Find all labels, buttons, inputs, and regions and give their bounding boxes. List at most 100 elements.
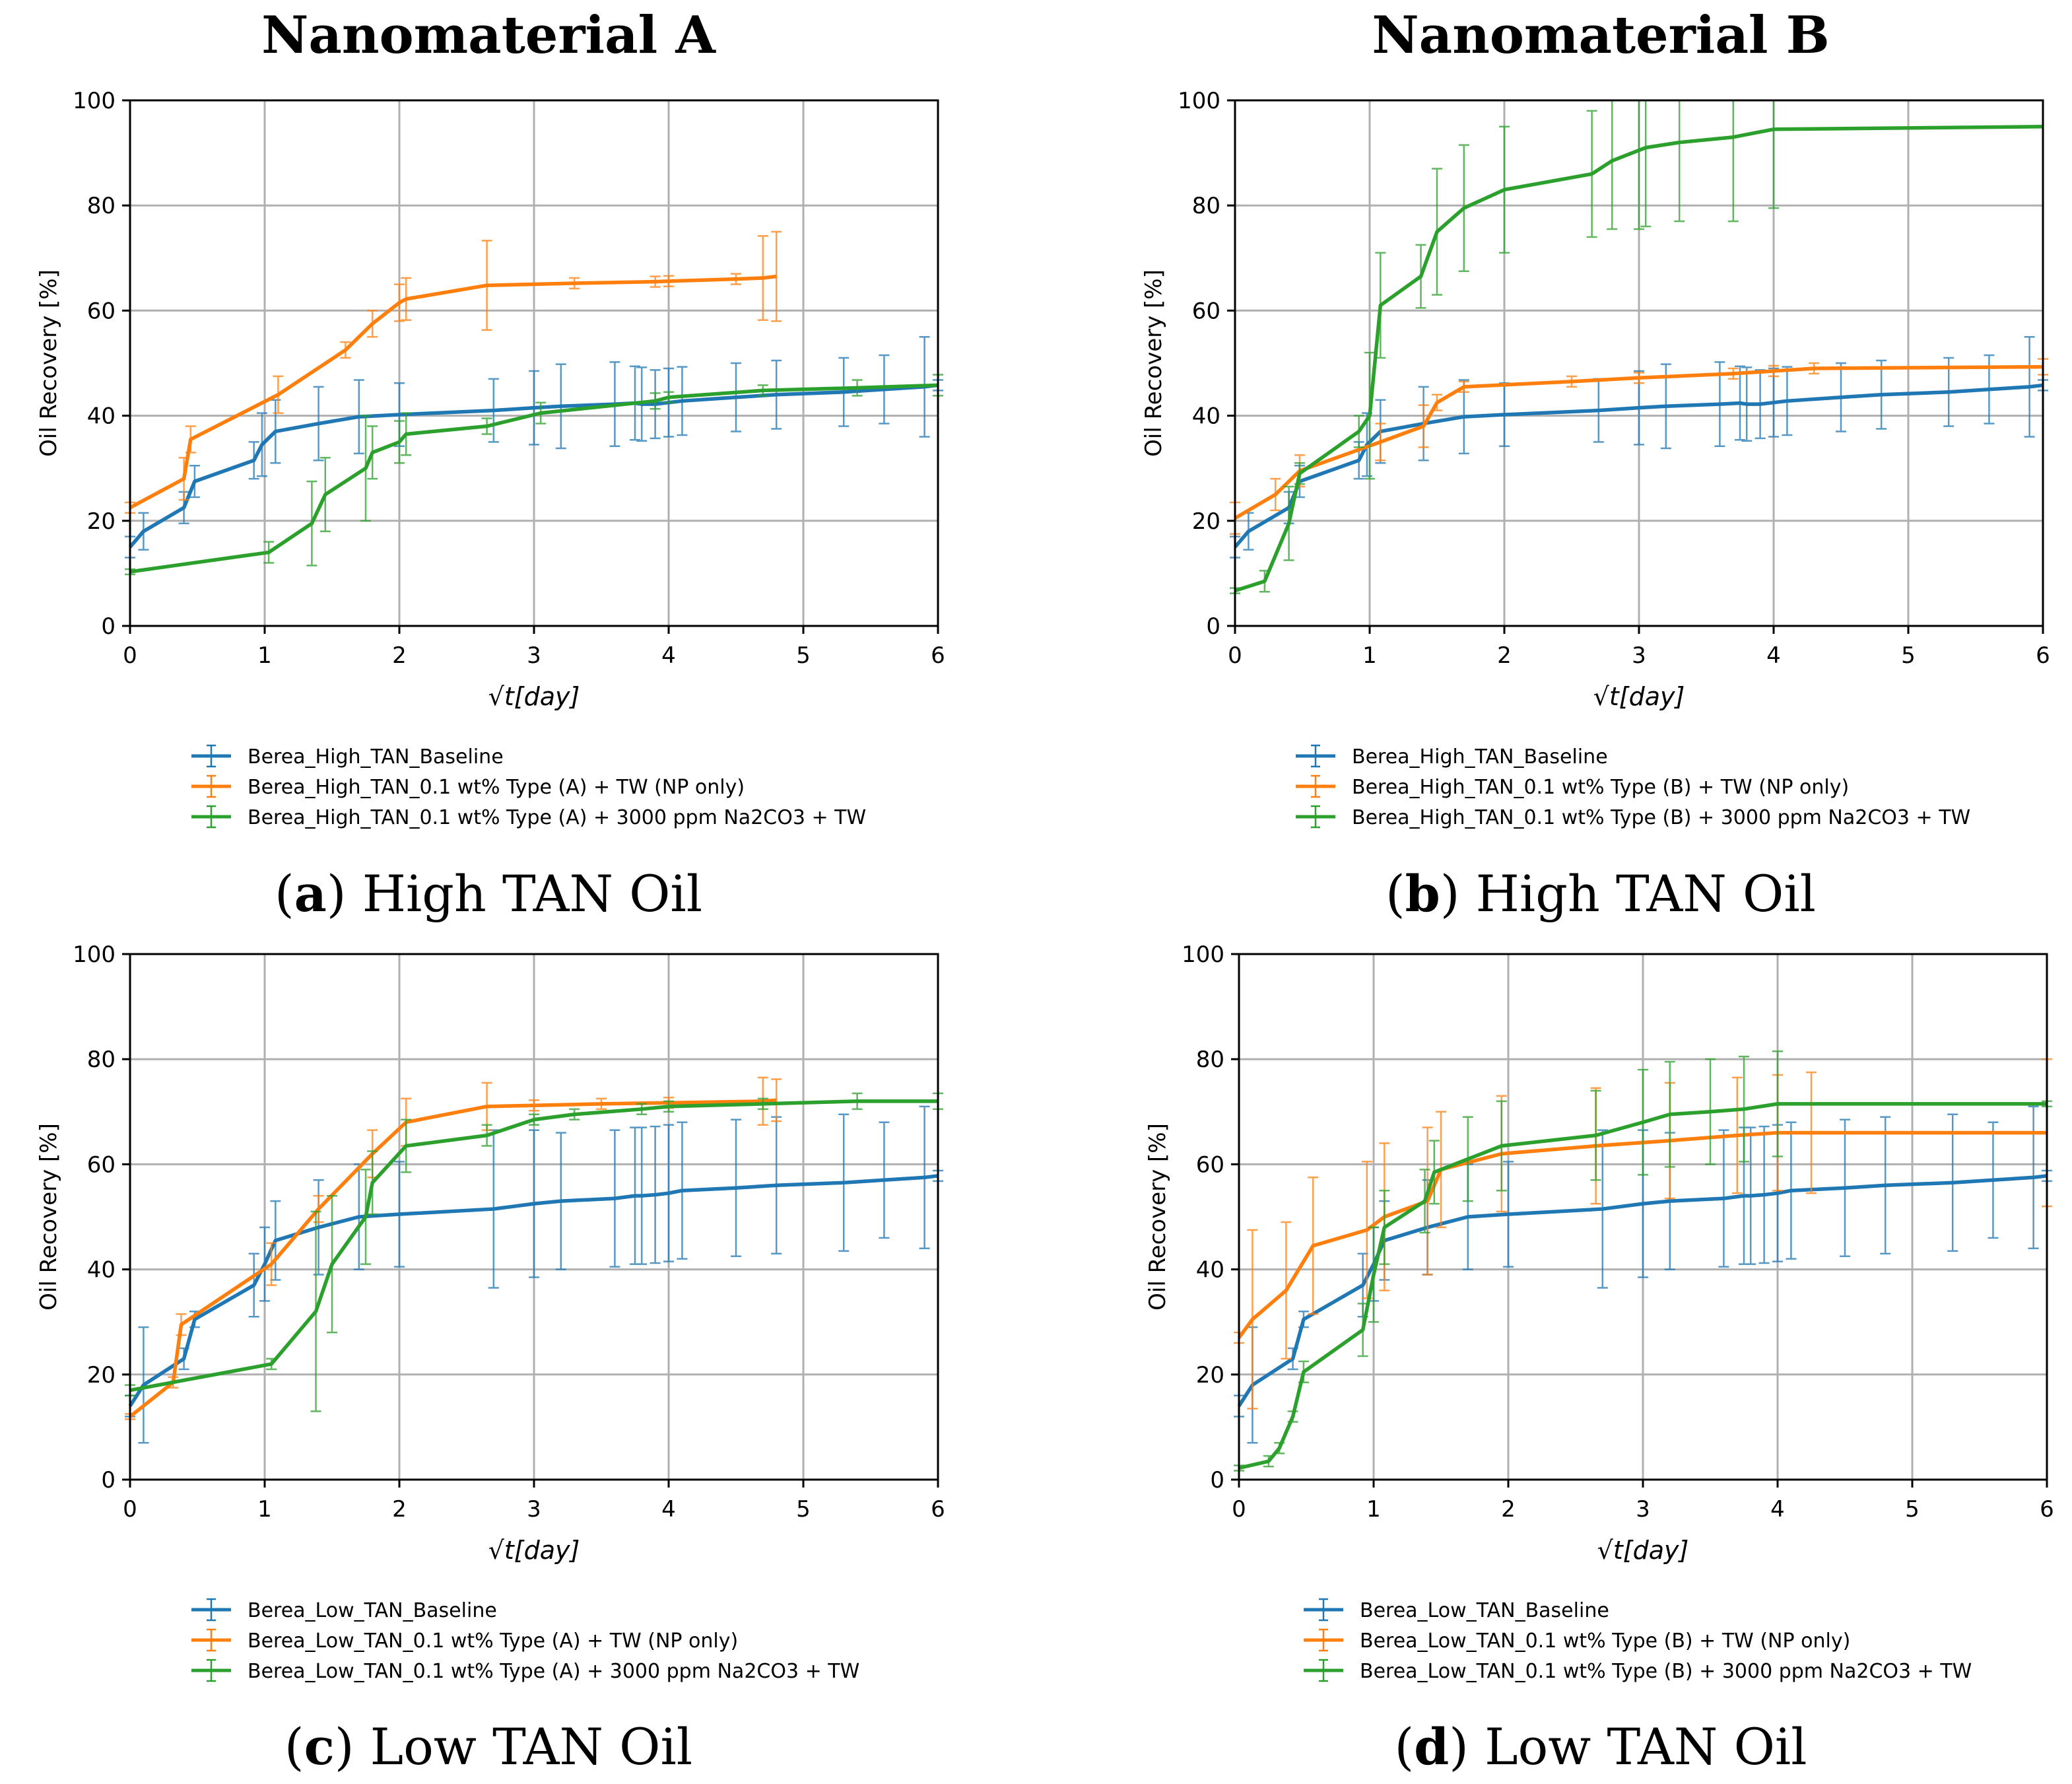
x-tick-label: 3 <box>527 642 541 669</box>
x-tick-label: 0 <box>123 642 137 669</box>
legend-entry-label: Berea_Low_TAN_Baseline <box>248 1599 497 1622</box>
series-line <box>129 383 939 574</box>
legend-entry-label: Berea_Low_TAN_0.1 wt% Type (B) + 3000 pp… <box>1360 1660 1972 1683</box>
caption-text: Low TAN Oil <box>1469 1717 1807 1776</box>
y-tick-label: 40 <box>87 403 116 430</box>
x-tick-label: 6 <box>931 642 945 669</box>
x-axis-label: √t[day] <box>488 1536 580 1565</box>
x-tick-label: 0 <box>1232 1496 1246 1523</box>
y-tick-label: 80 <box>87 193 116 219</box>
x-tick-label: 3 <box>1632 642 1646 669</box>
x-tick-label: 3 <box>1636 1496 1650 1523</box>
series-line <box>1238 1102 2047 1470</box>
caption-letter: a <box>294 864 327 923</box>
legend-entry-label: Berea_High_TAN_0.1 wt% Type (A) + 3000 p… <box>248 806 866 829</box>
caption-letter: d <box>1414 1717 1449 1776</box>
x-tick-label: 5 <box>796 1496 811 1523</box>
x-tick-label: 2 <box>1497 642 1512 669</box>
series-line <box>1234 125 2044 593</box>
y-tick-label: 80 <box>1196 1046 1224 1073</box>
caption-text: High TAN Oil <box>347 864 703 923</box>
legend-entry-label: Berea_Low_TAN_0.1 wt% Type (B) + TW (NP … <box>1360 1630 1850 1653</box>
legend-entry-label: Berea_Low_TAN_0.1 wt% Type (A) + 3000 pp… <box>248 1660 859 1683</box>
x-axis-label: √t[day] <box>1597 1536 1689 1565</box>
x-tick-label: 0 <box>1228 642 1242 669</box>
x-tick-label: 2 <box>1501 1496 1516 1523</box>
y-tick-label: 60 <box>87 1151 116 1178</box>
caption-paren: ( <box>275 864 294 923</box>
legend: Berea_High_TAN_Baseline Berea_High_TAN_0.… <box>1296 744 1970 829</box>
series-3 <box>1230 99 2044 594</box>
caption-letter: b <box>1405 864 1440 923</box>
x-tick-label: 1 <box>257 642 272 669</box>
caption-paren: ) <box>335 1717 354 1776</box>
caption-paren: ( <box>1394 1717 1414 1776</box>
x-tick-label: 5 <box>1901 642 1916 669</box>
y-tick-label: 80 <box>87 1046 116 1073</box>
x-tick-label: 2 <box>392 1496 407 1523</box>
error-bars <box>125 335 943 559</box>
x-axis-label: √t[day] <box>1593 682 1685 711</box>
y-tick-label: 40 <box>1196 1257 1224 1284</box>
legend: Berea_High_TAN_Baseline Berea_High_TAN_0.… <box>191 744 866 829</box>
caption-text: High TAN Oil <box>1459 864 1816 923</box>
y-tick-label: 0 <box>1210 1467 1224 1493</box>
y-tick-label: 40 <box>87 1257 116 1284</box>
y-tick-label: 60 <box>1196 1151 1224 1178</box>
caption-paren: ) <box>327 864 347 923</box>
y-tick-label: 100 <box>1182 942 1224 968</box>
y-axis-label: Oil Recovery [%] <box>36 269 62 457</box>
y-tick-label: 0 <box>1206 613 1220 640</box>
series-3 <box>125 374 943 576</box>
x-tick-label: 3 <box>527 1496 541 1523</box>
y-axis-label: Oil Recovery [%] <box>1145 1123 1171 1311</box>
legend-entry-label: Berea_High_TAN_Baseline <box>248 745 504 769</box>
y-tick-label: 20 <box>87 1362 116 1389</box>
column-title-b: Nanomaterial B <box>1372 5 1829 65</box>
caption-paren: ) <box>1449 1717 1469 1776</box>
series-line <box>129 1099 938 1392</box>
y-tick-label: 0 <box>101 1467 116 1493</box>
series-line <box>1237 1174 2048 1408</box>
series-1 <box>1234 1105 2052 1444</box>
x-tick-label: 1 <box>257 1496 272 1523</box>
panel-caption: (d) Low TAN Oil <box>1394 1717 1807 1776</box>
x-tick-label: 4 <box>661 642 676 669</box>
y-tick-label: 60 <box>1192 298 1220 324</box>
series-3 <box>1234 1050 2052 1472</box>
y-tick-label: 100 <box>73 942 116 968</box>
x-tick-label: 1 <box>1362 642 1377 669</box>
legend-entry-label: Berea_High_TAN_0.1 wt% Type (B) + 3000 p… <box>1352 806 1970 829</box>
legend-entry-label: Berea_Low_TAN_0.1 wt% Type (A) + TW (NP … <box>248 1630 738 1653</box>
legend: Berea_Low_TAN_Baseline Berea_Low_TAN_0.1 … <box>191 1598 859 1683</box>
caption-letter: c <box>304 1717 335 1776</box>
caption-paren: ) <box>1440 864 1460 923</box>
x-tick-label: 5 <box>1905 1496 1920 1523</box>
legend-entry-label: Berea_High_TAN_0.1 wt% Type (A) + TW (NP… <box>248 776 745 799</box>
y-tick-label: 20 <box>87 508 116 535</box>
x-tick-label: 6 <box>931 1496 945 1523</box>
x-tick-label: 5 <box>796 642 811 669</box>
x-axis-label: √t[day] <box>488 682 580 711</box>
x-tick-label: 4 <box>1766 642 1781 669</box>
y-tick-label: 0 <box>101 613 116 640</box>
y-tick-label: 80 <box>1192 193 1220 219</box>
legend: Berea_Low_TAN_Baseline Berea_Low_TAN_0.1 … <box>1304 1598 1972 1683</box>
legend-entry-label: Berea_Low_TAN_Baseline <box>1360 1599 1609 1622</box>
x-tick-label: 0 <box>123 1496 137 1523</box>
series-2 <box>125 230 782 514</box>
y-tick-label: 20 <box>1192 508 1220 535</box>
column-title-a: Nanomaterial A <box>261 5 716 65</box>
x-tick-label: 4 <box>661 1496 676 1523</box>
series-line <box>128 1174 939 1408</box>
y-tick-label: 20 <box>1196 1362 1224 1389</box>
series-line <box>128 383 939 549</box>
y-tick-label: 60 <box>87 298 116 324</box>
series-1 <box>125 335 943 559</box>
x-tick-label: 1 <box>1366 1496 1381 1523</box>
